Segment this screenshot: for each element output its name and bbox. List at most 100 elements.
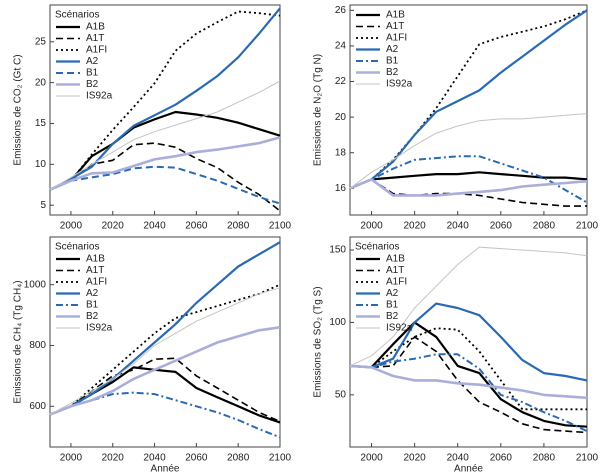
legend-label: B1 [86, 300, 99, 311]
series-line [349, 353, 588, 433]
y-tick-label: 150 [329, 245, 346, 256]
y-tick-label: 800 [29, 340, 46, 351]
x-tick-label: 2000 [360, 221, 383, 232]
x-tick-label: 2080 [533, 453, 556, 464]
series-line [349, 364, 588, 400]
series-line [49, 283, 281, 416]
series-line [349, 246, 588, 367]
y-tick-label: 100 [329, 317, 346, 328]
y-tick-label: 20 [35, 77, 47, 88]
x-tick-label: 2060 [185, 221, 208, 232]
legend-label: A1T [386, 265, 404, 276]
legend-label: A2 [86, 56, 99, 67]
series-line [349, 9, 588, 190]
plot-frame [49, 236, 281, 448]
y-axis-label: Emissions de N₂O (Tg N) [313, 54, 324, 166]
legend-label: B2 [86, 79, 99, 90]
x-tick-label: 2020 [102, 221, 125, 232]
legend-title: Scénarios [355, 242, 399, 253]
y-tick-label: 600 [29, 401, 46, 412]
y-axis-label: Emissions de SO₂ (Tg S) [313, 286, 324, 397]
legend-label: B1 [386, 300, 399, 311]
x-tick-label: 2040 [447, 221, 470, 232]
y-tick-label: 50 [335, 390, 347, 401]
y-tick-label: 20 [335, 112, 347, 123]
plot-frame [349, 236, 588, 448]
y-tick-label: 15 [35, 118, 47, 129]
y-tick-label: 26 [335, 5, 347, 16]
legend-label: B2 [86, 311, 99, 322]
series-line [49, 165, 281, 205]
x-tick-label: 2020 [404, 221, 427, 232]
legend-label: A2 [386, 44, 399, 55]
legend-label: A1B [86, 254, 105, 265]
series-line [349, 336, 588, 434]
legend-label: A1B [386, 254, 405, 265]
legend-label: A2 [386, 288, 399, 299]
x-tick-label: 2040 [143, 221, 166, 232]
series-line [49, 10, 281, 191]
y-tick-label: 24 [335, 41, 347, 52]
y-tick-label: 10 [35, 159, 47, 170]
legend-label: A1T [86, 265, 104, 276]
series-line [49, 7, 281, 191]
x-tick-label: 2100 [576, 221, 599, 232]
series-line [49, 110, 281, 191]
legend-label: A2 [86, 288, 99, 299]
series-line [349, 302, 588, 382]
x-tick-label: 2020 [102, 453, 125, 464]
x-tick-label: 2100 [576, 453, 599, 464]
series-line [49, 357, 281, 423]
series-line [49, 287, 281, 415]
y-tick-label: 1000 [24, 279, 47, 290]
series-line [349, 155, 588, 204]
x-tick-label: 2100 [269, 221, 292, 232]
x-tick-label: 2060 [490, 453, 513, 464]
legend-label: B1 [386, 56, 399, 67]
series-line [49, 326, 281, 416]
x-tick-label: 2000 [360, 453, 383, 464]
y-axis-label: Emissions de CH₄ (Tg CH₄) [13, 280, 24, 403]
x-tick-label: 2080 [227, 453, 250, 464]
legend-title: Scénarios [55, 242, 99, 253]
legend-label: A1T [86, 33, 104, 44]
legend-label: IS92a [386, 323, 413, 334]
x-axis-label: Année [454, 464, 483, 475]
plot-frame [349, 4, 588, 216]
legend-label: IS92a [86, 91, 113, 102]
legend-label: A1B [86, 22, 105, 33]
x-tick-label: 2060 [185, 453, 208, 464]
y-tick-label: 25 [35, 36, 47, 47]
y-tick-label: 5 [40, 200, 46, 211]
x-tick-label: 2040 [447, 453, 470, 464]
x-tick-label: 2000 [60, 221, 83, 232]
legend-label: A1FI [86, 277, 107, 288]
legend-label: IS92a [386, 79, 413, 90]
legend-label: A1T [386, 21, 404, 32]
x-tick-label: 2100 [269, 453, 292, 464]
legend-label: A1FI [386, 33, 407, 44]
x-tick-label: 2000 [60, 453, 83, 464]
x-tick-label: 2040 [143, 453, 166, 464]
x-tick-label: 2080 [227, 221, 250, 232]
y-axis-label: Emissions de CO₂ (Gt C) [13, 54, 24, 165]
series-line [349, 321, 588, 428]
x-axis-label: Année [151, 464, 180, 475]
legend-label: B1 [86, 68, 99, 79]
series-line [49, 80, 281, 191]
series-line [349, 171, 588, 190]
legend-label: A1FI [386, 277, 407, 288]
y-tick-label: 18 [335, 147, 347, 158]
series-line [49, 241, 281, 416]
series-line [349, 178, 588, 197]
legend-label: A1FI [86, 45, 107, 56]
y-tick-label: 16 [335, 183, 347, 194]
y-tick-label: 22 [335, 76, 347, 87]
legend-title: Scénarios [55, 10, 99, 21]
legend-label: B2 [386, 311, 399, 322]
x-tick-label: 2060 [490, 221, 513, 232]
legend-label: A1B [386, 10, 405, 21]
series-line [349, 113, 588, 189]
x-tick-label: 2080 [533, 221, 556, 232]
